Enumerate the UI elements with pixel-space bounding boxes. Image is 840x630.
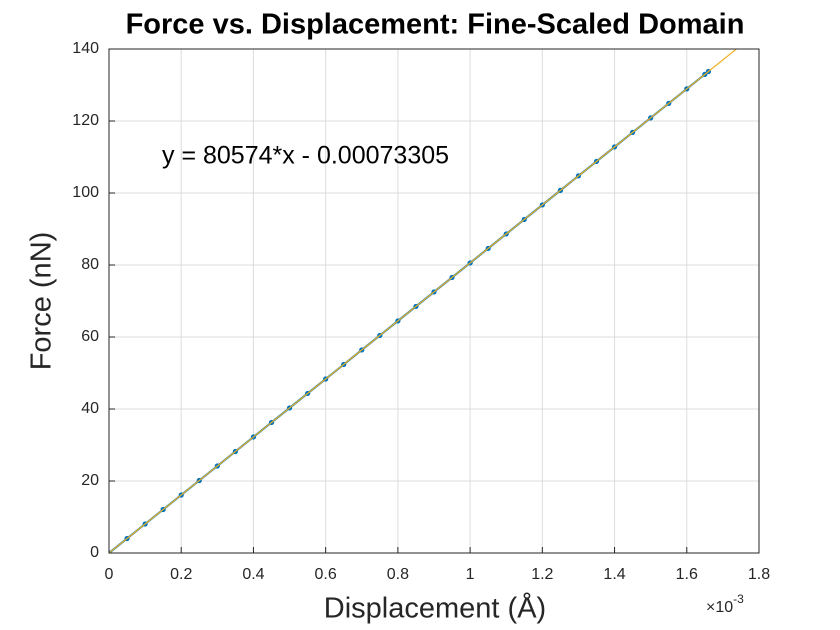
plot-area <box>109 49 759 553</box>
y-tick-label: 20 <box>81 472 99 489</box>
x-tick-label: 0 <box>105 566 114 583</box>
exponent-power: -3 <box>733 592 744 606</box>
x-tick-label: 0.6 <box>315 566 337 583</box>
y-tick-label: 100 <box>72 184 99 201</box>
x-tick-label: 1 <box>466 566 475 583</box>
x-tick-label: 0.4 <box>242 566 264 583</box>
y-tick-label: 0 <box>90 544 99 561</box>
chart-title: Force vs. Displacement: Fine-Scaled Doma… <box>126 9 745 41</box>
x-tick-label: 1.6 <box>676 566 698 583</box>
x-axis-label: Displacement (Å) <box>324 592 546 625</box>
fit-line <box>109 49 737 553</box>
y-tick-label: 60 <box>81 328 99 345</box>
x-tick-label: 1.2 <box>531 566 553 583</box>
exponent-base: ×10 <box>706 599 733 616</box>
x-tick-label: 0.8 <box>387 566 409 583</box>
y-tick-label: 80 <box>81 256 99 273</box>
x-exponent-label: ×10-3 <box>706 592 744 616</box>
axes-box <box>108 48 760 554</box>
x-tick-label: 0.2 <box>170 566 192 583</box>
y-axis-label: Force (nN) <box>26 232 58 371</box>
fit-equation: y = 80574*x - 0.00073305 <box>162 142 449 170</box>
y-tick-label: 40 <box>81 400 99 417</box>
x-tick-label: 1.4 <box>603 566 625 583</box>
x-tick-label: 1.8 <box>748 566 770 583</box>
y-tick-label: 140 <box>72 40 99 57</box>
y-tick-label: 120 <box>72 112 99 129</box>
